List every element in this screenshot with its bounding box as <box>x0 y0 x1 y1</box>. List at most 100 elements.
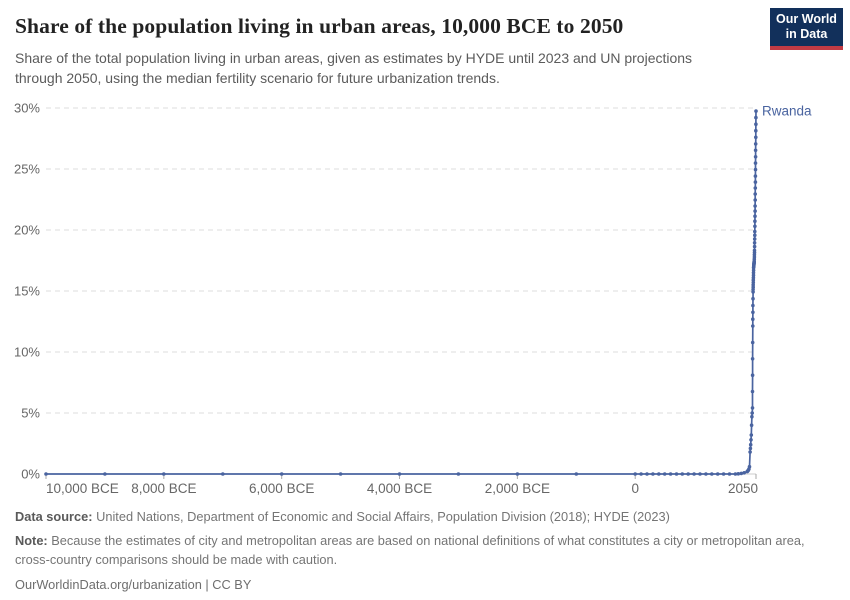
data-point <box>753 214 757 218</box>
data-point <box>753 198 757 202</box>
data-point <box>753 233 757 237</box>
data-point <box>754 109 758 113</box>
data-point <box>753 219 757 223</box>
license-link[interactable]: OurWorldinData.org/urbanization | CC BY <box>15 576 252 592</box>
note-text: Because the estimates of city and metrop… <box>15 533 805 568</box>
data-point <box>750 414 754 419</box>
data-point <box>754 128 758 133</box>
data-point <box>753 161 758 165</box>
data-point <box>753 148 758 153</box>
data-point <box>751 303 755 308</box>
data-point <box>639 472 643 476</box>
y-tick-label-20: 20% <box>14 223 40 238</box>
data-point <box>103 472 107 476</box>
y-axis-labels: 0% 5% 10% 15% 20% 25% 30% <box>14 101 40 482</box>
x-tick-label: 10,000 BCE <box>46 481 119 496</box>
data-point <box>515 472 520 476</box>
data-point <box>752 237 757 241</box>
x-tick-label: 4,000 BCE <box>367 481 432 496</box>
data-point <box>397 472 402 476</box>
data-point <box>751 273 756 278</box>
data-point <box>750 411 754 415</box>
data-point <box>698 472 702 476</box>
data-source-line: Data source: United Nations, Department … <box>15 507 837 526</box>
data-point <box>752 241 757 245</box>
data-point <box>753 209 757 213</box>
data-source-text: United Nations, Department of Economic a… <box>92 509 670 524</box>
data-point <box>456 472 461 476</box>
data-point <box>753 204 757 208</box>
data-point <box>753 174 758 178</box>
data-point <box>721 472 726 476</box>
data-point <box>747 464 752 469</box>
data-point <box>662 472 667 476</box>
data-point <box>704 472 708 476</box>
data-point <box>692 472 696 476</box>
owid-logo-red-bar <box>770 46 843 50</box>
owid-logo-line2: in Data <box>785 27 828 41</box>
data-point <box>279 472 284 476</box>
y-tick-label-25: 25% <box>14 162 40 177</box>
data-point <box>754 135 758 140</box>
data-point <box>751 268 756 273</box>
data-point <box>657 472 661 476</box>
data-point <box>221 472 225 476</box>
data-point <box>753 229 757 234</box>
y-tick-label-30: 30% <box>14 101 40 116</box>
data-point <box>753 167 758 172</box>
data-point <box>753 142 758 146</box>
y-gridlines <box>46 107 756 475</box>
data-point <box>748 446 753 451</box>
y-tick-label-5: 5% <box>21 406 40 421</box>
x-tick-label: 6,000 BCE <box>249 481 314 496</box>
chart-header: Share of the population living in urban … <box>15 14 765 89</box>
data-point <box>710 472 714 476</box>
data-source-label: Data source: <box>15 509 93 524</box>
data-point <box>752 248 757 253</box>
data-point <box>715 472 720 476</box>
data-point <box>752 244 757 249</box>
data-point <box>751 310 755 315</box>
data-point <box>754 115 758 120</box>
data-point <box>645 472 649 476</box>
x-tick-label: 2,000 BCE <box>485 481 550 496</box>
data-point <box>739 471 744 476</box>
note-label: Note: <box>15 533 48 549</box>
data-point <box>574 472 579 476</box>
data-point <box>754 122 758 126</box>
data-point <box>686 472 690 476</box>
data-point <box>668 472 673 476</box>
data-point <box>733 472 738 476</box>
chart-title: Share of the population living in urban … <box>15 14 624 38</box>
data-point <box>750 406 755 410</box>
data-point <box>751 324 755 328</box>
data-point <box>749 433 754 437</box>
data-point <box>651 472 655 476</box>
data-point <box>748 450 752 454</box>
data-point <box>162 472 166 476</box>
data-point <box>753 155 758 159</box>
data-point <box>751 296 755 301</box>
data-point <box>44 472 48 476</box>
data-point <box>680 472 685 476</box>
y-tick-label-0: 0% <box>21 467 40 482</box>
owid-logo-box: Our World in Data <box>770 8 843 46</box>
x-axis: 10,000 BCE 8,000 BCE 6,000 BCE 4,000 BCE 2,0… <box>45 474 758 496</box>
data-point <box>750 340 755 345</box>
chart-footer: Data source: United Nations, Department … <box>15 507 837 599</box>
y-tick-label-10: 10% <box>14 345 40 360</box>
owid-logo[interactable]: Our World in Data <box>770 8 843 50</box>
data-point <box>750 373 755 378</box>
data-point <box>748 442 753 447</box>
data-point <box>338 472 343 476</box>
data-point <box>750 357 755 361</box>
chart-plot-area: 0% 5% 10% 15% 20% 25% 30% 10,000 BCE 8,000 BCE 6,… <box>0 85 850 505</box>
data-point <box>674 472 679 476</box>
data-point <box>753 192 757 196</box>
x-tick-label: 0 <box>631 481 639 496</box>
owid-logo-line1: Our World <box>776 11 837 26</box>
data-point <box>749 423 754 428</box>
data-point <box>753 186 758 190</box>
data-point <box>749 438 753 442</box>
